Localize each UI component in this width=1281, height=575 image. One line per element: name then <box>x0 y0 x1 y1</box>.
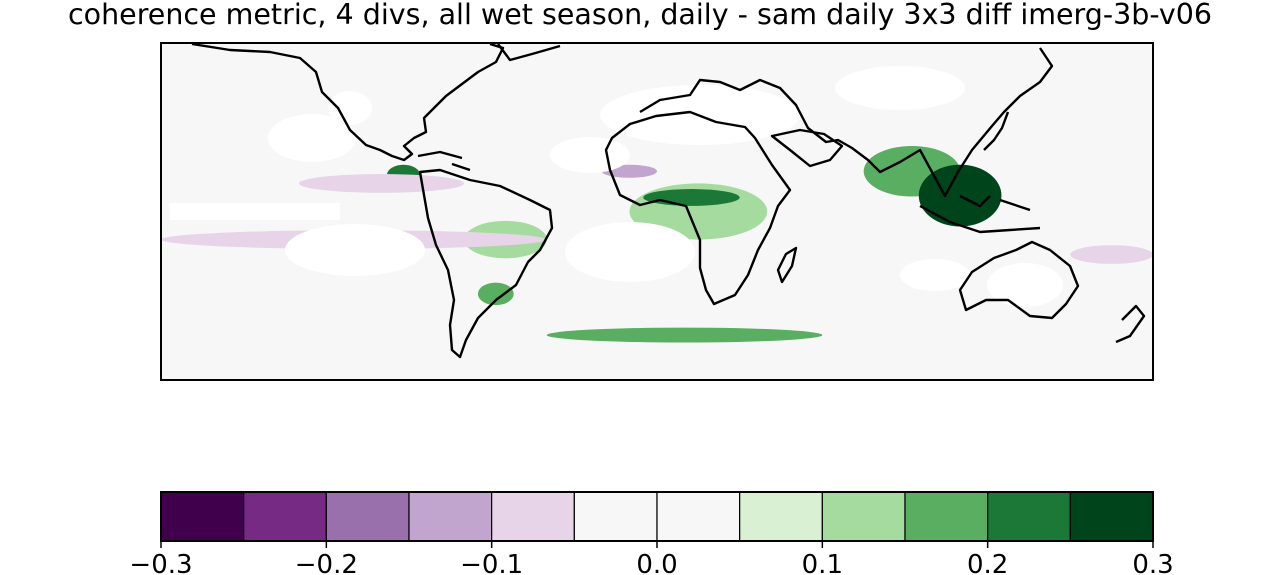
coast-new-zealand <box>1115 304 1146 344</box>
colorbar-tick-label-2: −0.1 <box>460 550 523 575</box>
colorbar-segment-4 <box>491 491 575 542</box>
colorbar-tick-label-4: 0.1 <box>802 550 843 575</box>
field-region-6 <box>918 164 1002 227</box>
field-region-11 <box>1070 245 1153 264</box>
colorbar-segment-0 <box>160 491 245 542</box>
coast-caribbean <box>417 150 471 172</box>
colorbar-segment-7 <box>739 491 823 542</box>
field-region-9 <box>298 174 465 193</box>
colorbar-tick-label-1: −0.2 <box>295 550 358 575</box>
colorbar-segment-5 <box>573 491 658 542</box>
map-frame <box>160 42 1154 381</box>
colorbar-segment-10 <box>987 491 1071 542</box>
coast-africa <box>604 110 792 306</box>
colorbar-segment-8 <box>821 491 906 542</box>
mask-pacific-strip <box>170 203 340 220</box>
mask-australia <box>987 263 1063 307</box>
colorbar-segment-1 <box>243 491 327 542</box>
colorbar-segment-9 <box>904 491 989 542</box>
colorbar-segment-3 <box>408 491 493 542</box>
coast-greenland <box>497 43 561 62</box>
coast-australia <box>958 240 1080 320</box>
mask-s-atlantic <box>565 222 695 282</box>
colorbar-tick-label-5: 0.2 <box>967 550 1008 575</box>
colorbar-tick-label-6: 0.3 <box>1132 550 1173 575</box>
colorbar-segment-6 <box>656 491 741 542</box>
mask-central-asia <box>835 66 965 110</box>
coast-europe-asia <box>639 47 1054 198</box>
mask-se-pacific <box>285 224 425 276</box>
field-region-7 <box>546 327 823 343</box>
mask-atlantic-n <box>550 137 630 173</box>
colorbar-tick-label-3: 0.0 <box>636 550 677 575</box>
colorbar: −0.3 −0.2 −0.1 0.0 0.1 0.2 0.3 <box>129 491 1174 575</box>
colorbar-segment-11 <box>1069 491 1154 542</box>
mask-mexico <box>328 91 372 125</box>
colorbar-tick-label-0: −0.3 <box>129 550 192 575</box>
coast-south-america <box>418 168 554 359</box>
colorbar-segment-2 <box>325 491 410 542</box>
coastlines <box>191 43 1146 359</box>
coast-arabia <box>770 128 844 168</box>
coast-north-america <box>191 43 505 162</box>
colorbar-frame <box>160 491 1154 542</box>
field-region-4 <box>643 189 740 206</box>
coast-madagascar <box>776 246 798 284</box>
field-region-2 <box>477 282 514 306</box>
map-panel <box>160 42 1154 381</box>
coast-japan <box>983 111 1010 151</box>
coast-indonesia <box>919 194 1041 234</box>
chart-title: coherence metric, 4 divs, all wet season… <box>67 0 1213 31</box>
mask-na-pacific <box>268 114 356 162</box>
mask-indian <box>900 259 970 291</box>
